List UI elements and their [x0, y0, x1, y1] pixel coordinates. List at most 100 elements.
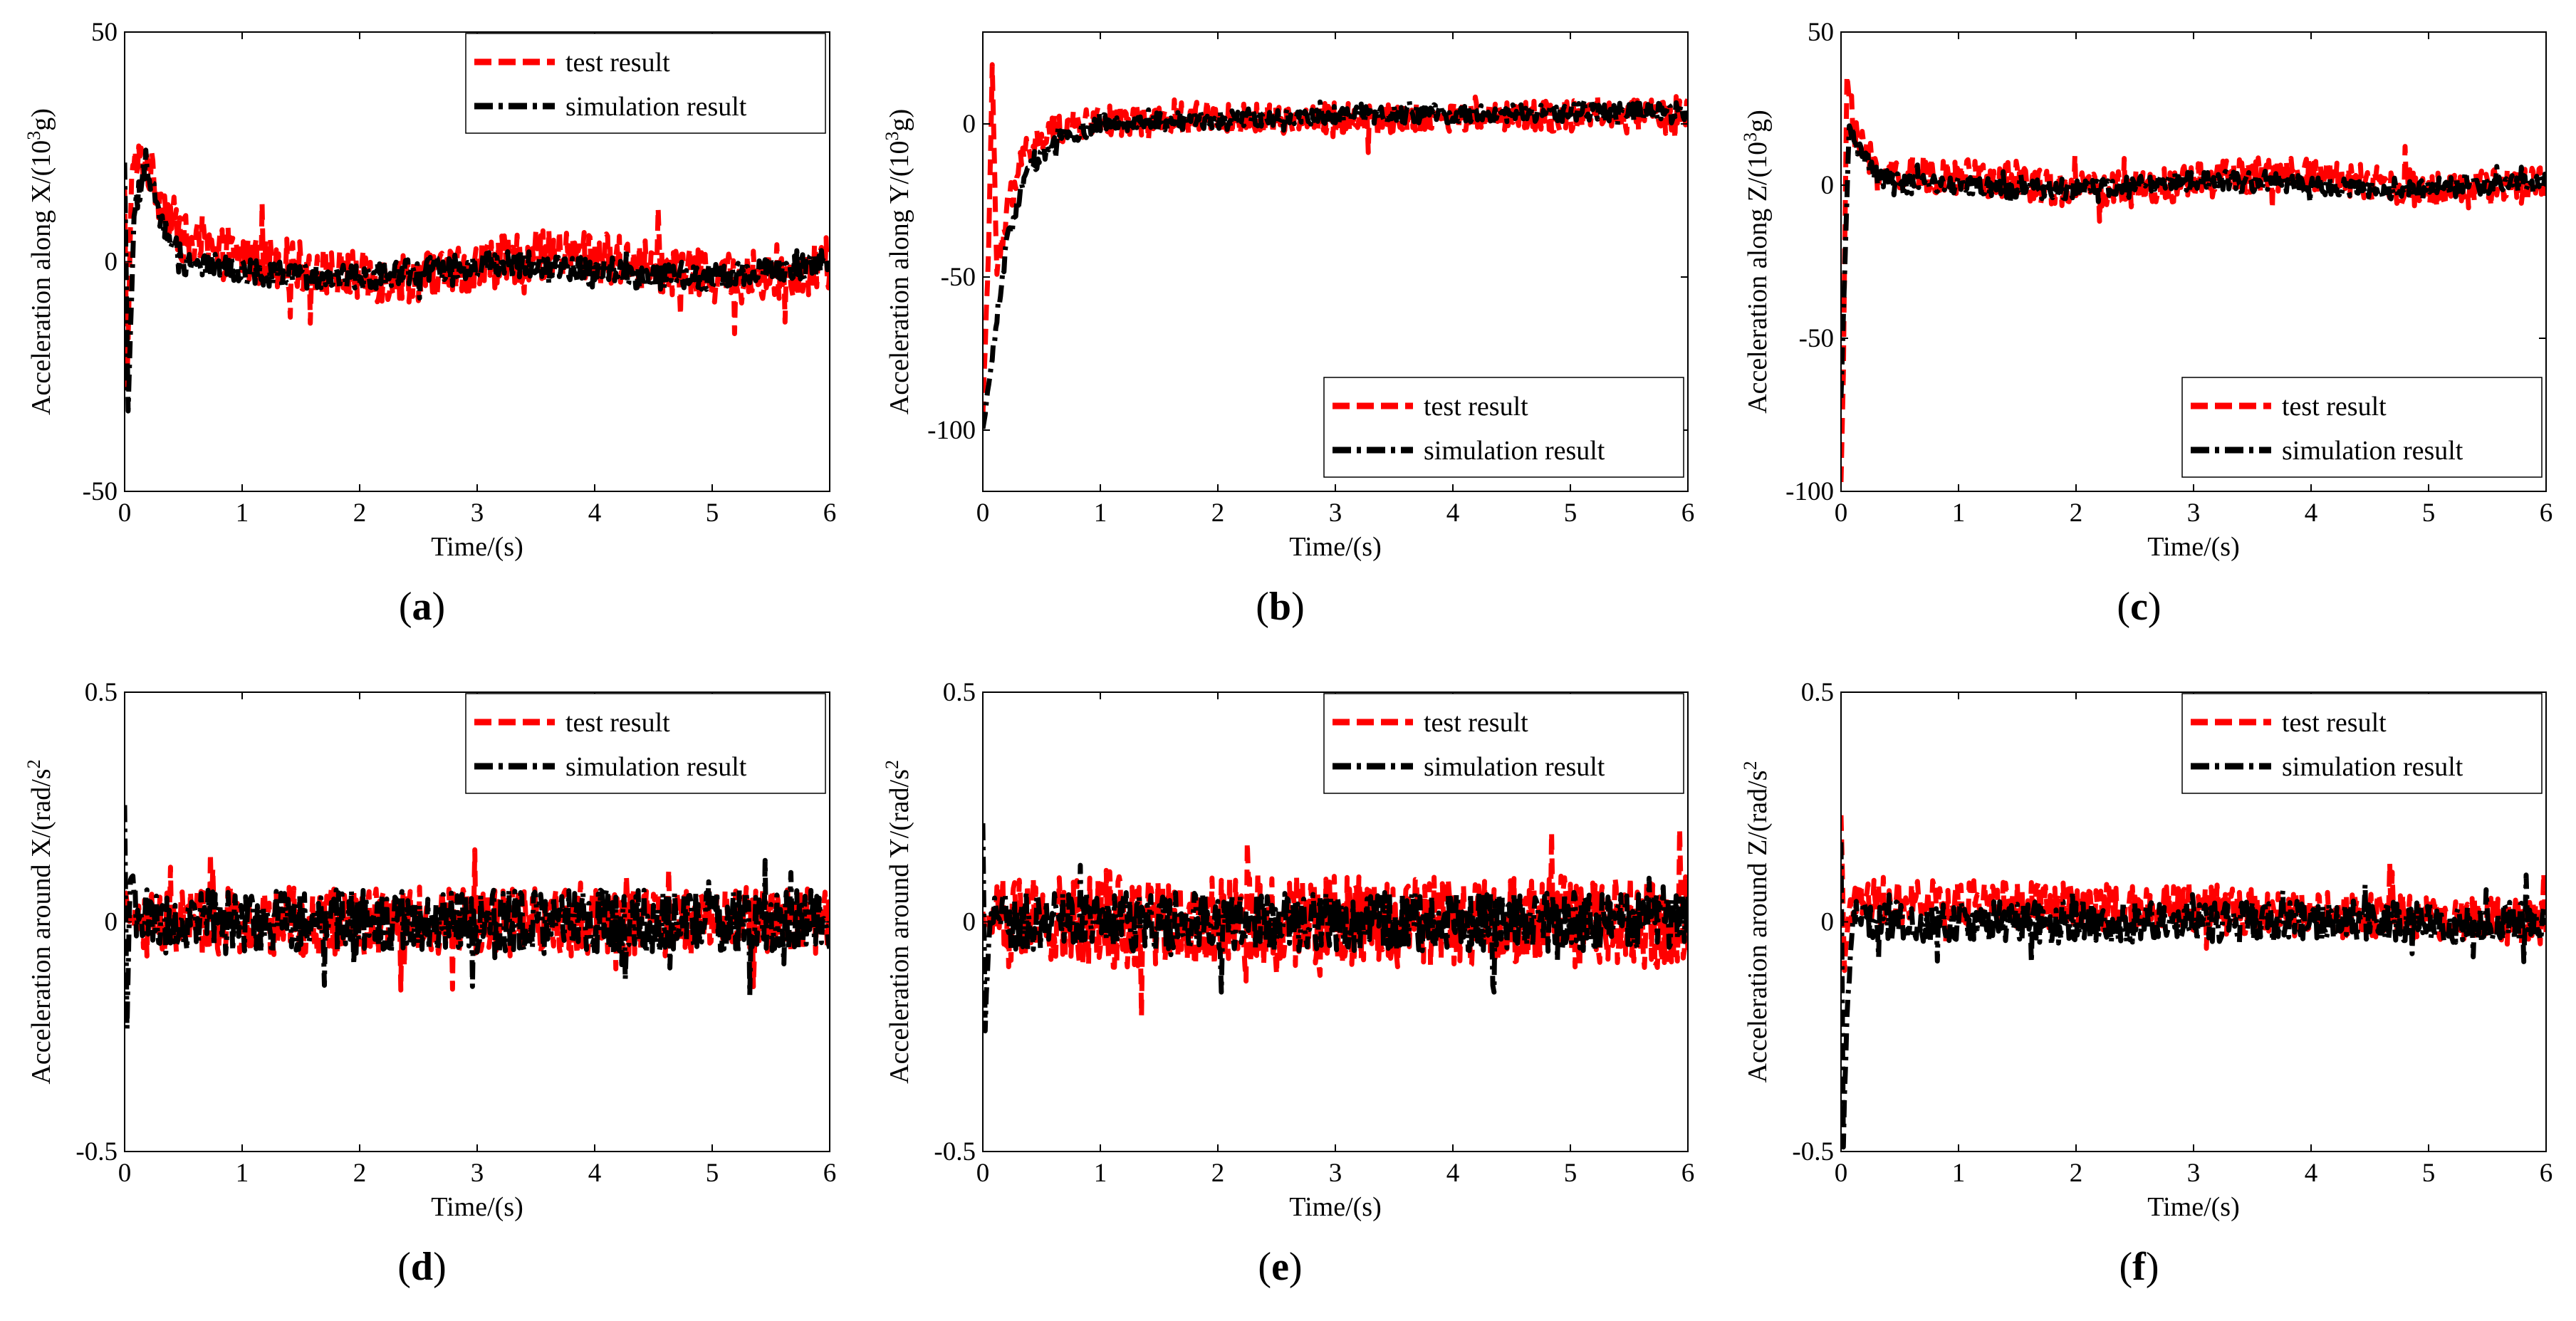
x-axis-label: Time/(s) — [431, 1192, 523, 1222]
plot-area — [1841, 73, 2546, 482]
legend-label-test: test result — [2282, 392, 2387, 422]
legend: test result simulation result — [1323, 377, 1684, 478]
y-axis-label: Acceleration around Y/(rad/s2 — [882, 760, 914, 1084]
plot-area — [125, 805, 830, 1032]
x-tick-label: 3 — [471, 498, 484, 528]
y-tick-label: 0.5 — [85, 678, 118, 707]
x-tick-label: 1 — [1094, 498, 1107, 528]
x-tick-label: 1 — [1952, 498, 1966, 528]
y-tick-label: 0.5 — [943, 678, 976, 707]
x-tick-label: 2 — [1211, 498, 1225, 528]
x-tick-label: 5 — [706, 1159, 719, 1188]
x-tick-label: 3 — [1329, 498, 1342, 528]
x-tick-label: 4 — [588, 1159, 602, 1188]
series-line-simulation — [125, 805, 830, 1032]
x-tick-label: 1 — [236, 498, 249, 528]
series-line-simulation — [983, 823, 1688, 1034]
chart-panel-f: 0 1 2 3 4 5 6 -0.5 0 0.5 Time/(s) Acceleration arou… — [1716, 660, 2576, 1321]
y-tick-label: 0.5 — [1801, 678, 1834, 707]
legend-label-test: test result — [1424, 708, 1528, 738]
x-tick-label: 4 — [588, 498, 602, 528]
legend-label-simulation: simulation result — [565, 92, 747, 122]
x-tick-label: 6 — [2540, 1159, 2553, 1188]
panel-caption: (f) — [2119, 1245, 2159, 1289]
x-tick-label: 2 — [1211, 1159, 1225, 1188]
y-tick-label: -50 — [941, 263, 976, 292]
x-tick-label: 3 — [2187, 498, 2201, 528]
y-tick-label: -0.5 — [934, 1137, 976, 1166]
y-tick-label: 50 — [91, 18, 118, 47]
x-tick-label: 0 — [976, 1159, 990, 1188]
series-line-simulation — [1841, 842, 2546, 1150]
y-axis-label: Acceleration around Z/(rad/s2 — [1740, 761, 1773, 1083]
legend: test result simulation result — [1323, 693, 1684, 794]
y-tick-label: -0.5 — [1792, 1137, 1834, 1166]
y-axis-label: Acceleration along Y/(103g) — [882, 109, 914, 414]
panel-caption: (c) — [2117, 585, 2161, 629]
legend-label-simulation: simulation result — [1424, 752, 1605, 782]
x-tick-label: 3 — [2187, 1159, 2201, 1188]
x-tick-label: 0 — [1835, 1159, 1848, 1188]
x-tick-label: 0 — [118, 1159, 132, 1188]
legend-label-test: test result — [2282, 708, 2387, 738]
y-tick-label: -0.5 — [75, 1137, 118, 1166]
x-tick-label: 4 — [2305, 1159, 2318, 1188]
x-tick-label: 1 — [1094, 1159, 1107, 1188]
chart-panel-c: 0 1 2 3 4 5 6 -100 -50 0 50 Time/(s) Acceleration al… — [1716, 0, 2576, 660]
x-axis-label: Time/(s) — [2147, 1192, 2240, 1222]
plot-area — [1841, 815, 2546, 1150]
y-tick-label: 50 — [1808, 18, 1834, 47]
y-tick-label: -50 — [1799, 324, 1834, 353]
x-axis-label: Time/(s) — [2147, 532, 2240, 562]
legend: test result simulation result — [465, 33, 826, 134]
panel-caption: (e) — [1258, 1245, 1302, 1289]
chart-panel-a: 0 1 2 3 4 5 6 -50 0 50 Time/(s) Acceleration along … — [0, 0, 858, 660]
legend-label-simulation: simulation result — [1424, 436, 1605, 466]
x-tick-label: 0 — [1835, 498, 1848, 528]
x-tick-label: 4 — [1446, 1159, 1460, 1188]
panel-caption: (b) — [1256, 585, 1304, 629]
x-tick-label: 6 — [1681, 1159, 1695, 1188]
series-line-test — [983, 826, 1688, 1019]
legend: test result simulation result — [2181, 377, 2543, 478]
y-tick-label: -100 — [1785, 477, 1834, 506]
x-tick-label: 2 — [2070, 498, 2083, 528]
x-tick-label: 2 — [353, 1159, 367, 1188]
legend-label-test: test result — [1424, 392, 1528, 422]
legend-label-simulation: simulation result — [2282, 752, 2463, 782]
x-tick-label: 6 — [1681, 498, 1695, 528]
plot-area — [983, 823, 1688, 1034]
chart-svg-b: 0 1 2 3 4 5 6 -100 -50 0 Time/(s) Acceleration alon… — [882, 31, 1695, 629]
x-tick-label: 5 — [2422, 1159, 2436, 1188]
x-axis-label: Time/(s) — [431, 532, 523, 562]
y-tick-label: -100 — [927, 416, 976, 445]
x-tick-label: 5 — [2422, 498, 2436, 528]
x-tick-label: 2 — [353, 498, 367, 528]
x-tick-label: 0 — [976, 498, 990, 528]
x-tick-label: 0 — [118, 498, 132, 528]
x-tick-label: 1 — [236, 1159, 249, 1188]
legend-label-simulation: simulation result — [565, 752, 747, 782]
legend-label-simulation: simulation result — [2282, 436, 2463, 466]
panel-caption: (d) — [397, 1245, 446, 1289]
x-tick-label: 4 — [1446, 498, 1460, 528]
x-axis-label: Time/(s) — [1289, 1192, 1382, 1222]
x-tick-label: 3 — [471, 1159, 484, 1188]
x-tick-label: 4 — [2305, 498, 2318, 528]
x-tick-label: 1 — [1952, 1159, 1966, 1188]
x-tick-label: 5 — [1564, 498, 1578, 528]
chart-panel-b: 0 1 2 3 4 5 6 -100 -50 0 Time/(s) Acceleration alon… — [858, 0, 1716, 660]
chart-panel-e: 0 1 2 3 4 5 6 -0.5 0 0.5 Time/(s) Acceleration arou… — [858, 660, 1716, 1321]
panel-caption: (a) — [399, 585, 445, 629]
series-line-simulation — [983, 97, 1688, 429]
x-tick-label: 5 — [1564, 1159, 1578, 1188]
y-tick-label: 0 — [1821, 908, 1835, 937]
y-axis-label: Acceleration along Z/(103g) — [1740, 110, 1773, 414]
x-tick-label: 5 — [706, 498, 719, 528]
plot-area — [125, 143, 830, 414]
legend: test result simulation result — [465, 693, 826, 794]
x-axis-label: Time/(s) — [1289, 532, 1382, 562]
